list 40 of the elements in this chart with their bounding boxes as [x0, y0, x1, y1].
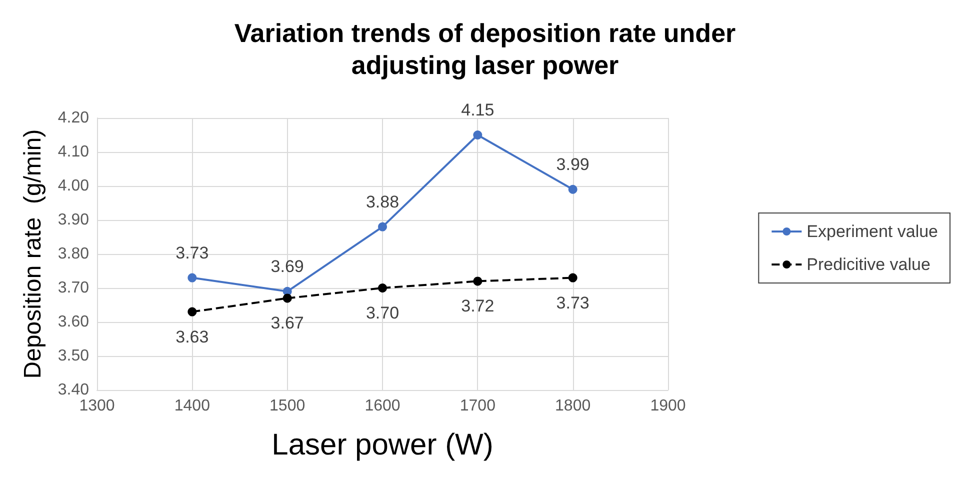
- x-tick-label: 1300: [79, 398, 115, 414]
- y-tick-label: 4.00: [58, 178, 90, 194]
- point: [188, 273, 197, 282]
- x-tick-label: 1500: [270, 398, 306, 414]
- data-label: 3.69: [270, 256, 304, 276]
- data-label: 3.73: [176, 243, 209, 262]
- y-axis-title: Deposition rate (g/min): [20, 129, 46, 379]
- x-axis-title: Laser power (W): [272, 428, 494, 462]
- data-label: 3.73: [556, 293, 590, 312]
- data-label: 3.88: [366, 192, 400, 212]
- point: [568, 273, 578, 282]
- point: [473, 130, 482, 140]
- point: [568, 184, 578, 194]
- legend-label: Experiment value: [806, 222, 938, 241]
- data-label: 4.15: [461, 100, 494, 120]
- y-tick-label: 3.50: [58, 348, 90, 364]
- point: [378, 284, 387, 292]
- chart-title: Variation trends of deposition rate under adjusting laser power: [234, 18, 736, 80]
- x-tick-label: 1700: [460, 398, 496, 414]
- point: [282, 294, 292, 303]
- point: [378, 222, 387, 232]
- data-label: 3.99: [556, 154, 590, 174]
- y-tick-label: 4.10: [58, 144, 90, 160]
- legend-label: Predicitive value: [806, 255, 930, 274]
- y-tick-label: 3.90: [58, 212, 90, 228]
- data-label: 3.72: [461, 296, 494, 316]
- data-label: 3.70: [366, 304, 400, 322]
- y-tick-label: 3.80: [58, 246, 90, 262]
- y-tick-label: 3.40: [58, 382, 90, 398]
- y-tick-label: 3.70: [58, 280, 90, 296]
- y-tick-label: 4.20: [58, 110, 90, 126]
- x-tick-label: 1400: [174, 398, 210, 414]
- x-tick-label: 1600: [364, 398, 400, 414]
- x-tick-label: 1900: [650, 398, 686, 414]
- x-tick-label: 1800: [555, 398, 591, 414]
- y-tick-label: 3.60: [58, 314, 90, 330]
- data-label: 3.67: [270, 314, 304, 333]
- point: [188, 307, 197, 316]
- data-label: 3.63: [176, 327, 209, 346]
- point: [473, 276, 482, 286]
